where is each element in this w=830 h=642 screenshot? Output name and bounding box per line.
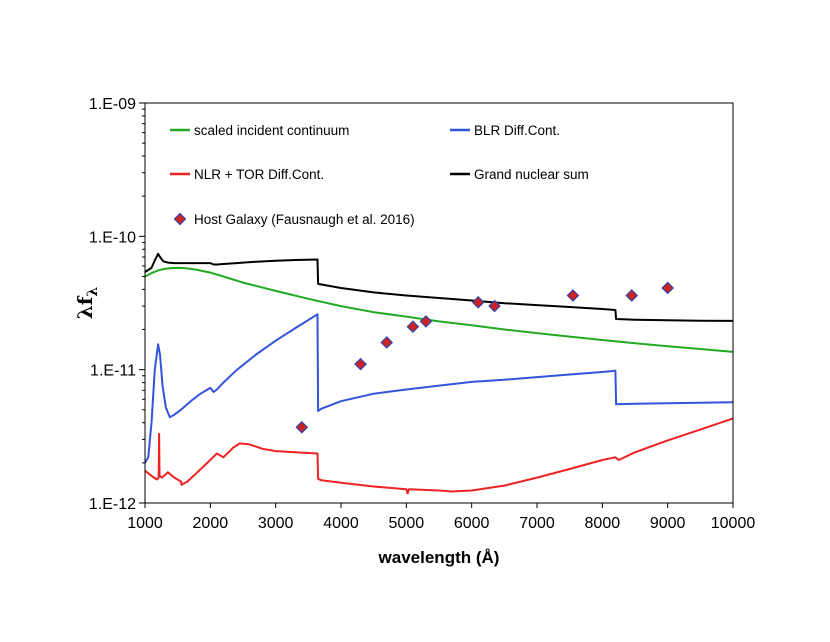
scatter-point <box>661 281 675 295</box>
series-group <box>145 252 733 495</box>
legend-swatch <box>173 212 187 226</box>
legend-label: BLR Diff.Cont. <box>474 123 560 138</box>
legend-item: scaled incident continuum <box>170 123 349 138</box>
scatter-point <box>488 299 501 313</box>
scatter-point <box>625 289 639 302</box>
x-tick-label: 8000 <box>585 515 621 532</box>
scatter-point <box>295 420 309 434</box>
legend-item: Grand nuclear sum <box>450 167 589 182</box>
axes: 1000 2000 3000 4000 5000 6000 7000 8000 9000 1000… <box>89 96 755 532</box>
plot-frame <box>144 102 734 504</box>
legend-item: NLR + TOR Diff.Cont. <box>170 167 324 182</box>
scatter-point <box>566 289 580 302</box>
legend-label: scaled incident continuum <box>194 123 349 138</box>
legend-item: Host Galaxy (Fausnaugh et al. 2016) <box>173 212 415 227</box>
x-tick-label: 4000 <box>323 515 359 532</box>
series-line <box>145 417 733 495</box>
scatter-point <box>406 320 420 334</box>
scatter-point <box>380 336 394 349</box>
x-tick-label: 10000 <box>711 515 756 532</box>
series-line <box>145 252 733 322</box>
series-line <box>145 266 733 353</box>
scatter-point <box>419 315 433 328</box>
legend-label: Grand nuclear sum <box>474 167 589 182</box>
y-tick-label: 1.E-12 <box>89 496 136 513</box>
legend: scaled incident continuum BLR Diff.Cont. N… <box>170 123 589 227</box>
series-line <box>145 313 733 464</box>
x-axis-label: wavelength (Å) <box>378 548 500 567</box>
legend-item: BLR Diff.Cont. <box>450 123 560 138</box>
x-tick-label: 9000 <box>650 515 686 532</box>
y-tick-label: 1.E-09 <box>89 96 136 113</box>
scatter-point <box>471 295 485 309</box>
x-tick-label: 5000 <box>389 515 425 532</box>
x-tick-label: 3000 <box>258 515 294 532</box>
legend-label: NLR + TOR Diff.Cont. <box>194 167 324 182</box>
x-tick-label: 7000 <box>519 515 555 532</box>
scatter-point <box>354 357 367 371</box>
legend-label: Host Galaxy (Fausnaugh et al. 2016) <box>194 212 415 227</box>
y-tick-label: 1.E-10 <box>89 229 136 246</box>
y-tick-label: 1.E-11 <box>90 363 136 380</box>
x-tick-label: 1000 <box>127 515 163 532</box>
x-tick-label: 6000 <box>454 515 490 532</box>
y-axis-label: λfλ <box>73 287 101 320</box>
x-tick-label: 2000 <box>193 515 229 532</box>
